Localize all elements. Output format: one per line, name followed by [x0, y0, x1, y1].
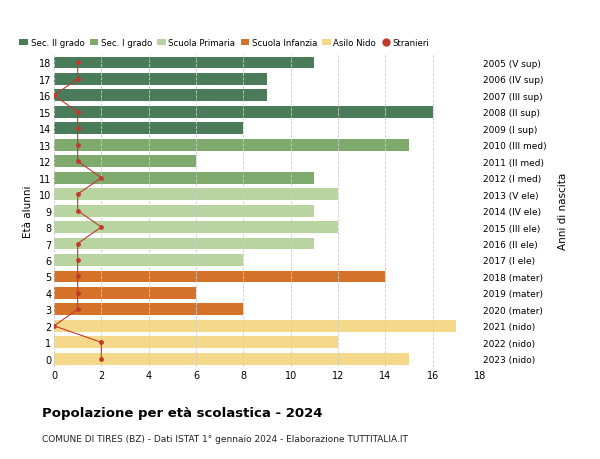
Bar [54, 304, 244, 316]
Bar [54, 287, 196, 299]
Text: Popolazione per età scolastica - 2024: Popolazione per età scolastica - 2024 [42, 406, 323, 419]
Bar [54, 189, 338, 201]
Bar [54, 353, 409, 365]
Point [73, 273, 82, 280]
Point [73, 306, 82, 313]
Bar [54, 74, 267, 86]
Bar [54, 57, 314, 69]
Bar [54, 140, 409, 151]
Point [73, 191, 82, 198]
Point [73, 125, 82, 133]
Bar [54, 336, 338, 348]
Point [73, 207, 82, 215]
Point [73, 60, 82, 67]
Point [73, 142, 82, 149]
Point [97, 355, 106, 363]
Point [97, 174, 106, 182]
Point [73, 257, 82, 264]
Legend: Sec. II grado, Sec. I grado, Scuola Primaria, Scuola Infanzia, Asilo Nido, Stran: Sec. II grado, Sec. I grado, Scuola Prim… [19, 39, 430, 48]
Bar [54, 238, 314, 250]
Bar [54, 106, 433, 118]
Y-axis label: Anni di nascita: Anni di nascita [557, 173, 568, 250]
Point [73, 241, 82, 248]
Point [73, 109, 82, 116]
Bar [54, 156, 196, 168]
Y-axis label: Età alunni: Età alunni [23, 185, 33, 237]
Bar [54, 90, 267, 102]
Point [73, 158, 82, 166]
Point [49, 92, 59, 100]
Bar [54, 123, 244, 135]
Point [49, 323, 59, 330]
Bar [54, 320, 457, 332]
Text: COMUNE DI TIRES (BZ) - Dati ISTAT 1° gennaio 2024 - Elaborazione TUTTITALIA.IT: COMUNE DI TIRES (BZ) - Dati ISTAT 1° gen… [42, 434, 408, 443]
Point [97, 339, 106, 346]
Bar [54, 205, 314, 217]
Bar [54, 173, 314, 184]
Bar [54, 222, 338, 234]
Point [73, 76, 82, 84]
Point [97, 224, 106, 231]
Bar [54, 271, 385, 283]
Bar [54, 254, 244, 266]
Point [73, 290, 82, 297]
